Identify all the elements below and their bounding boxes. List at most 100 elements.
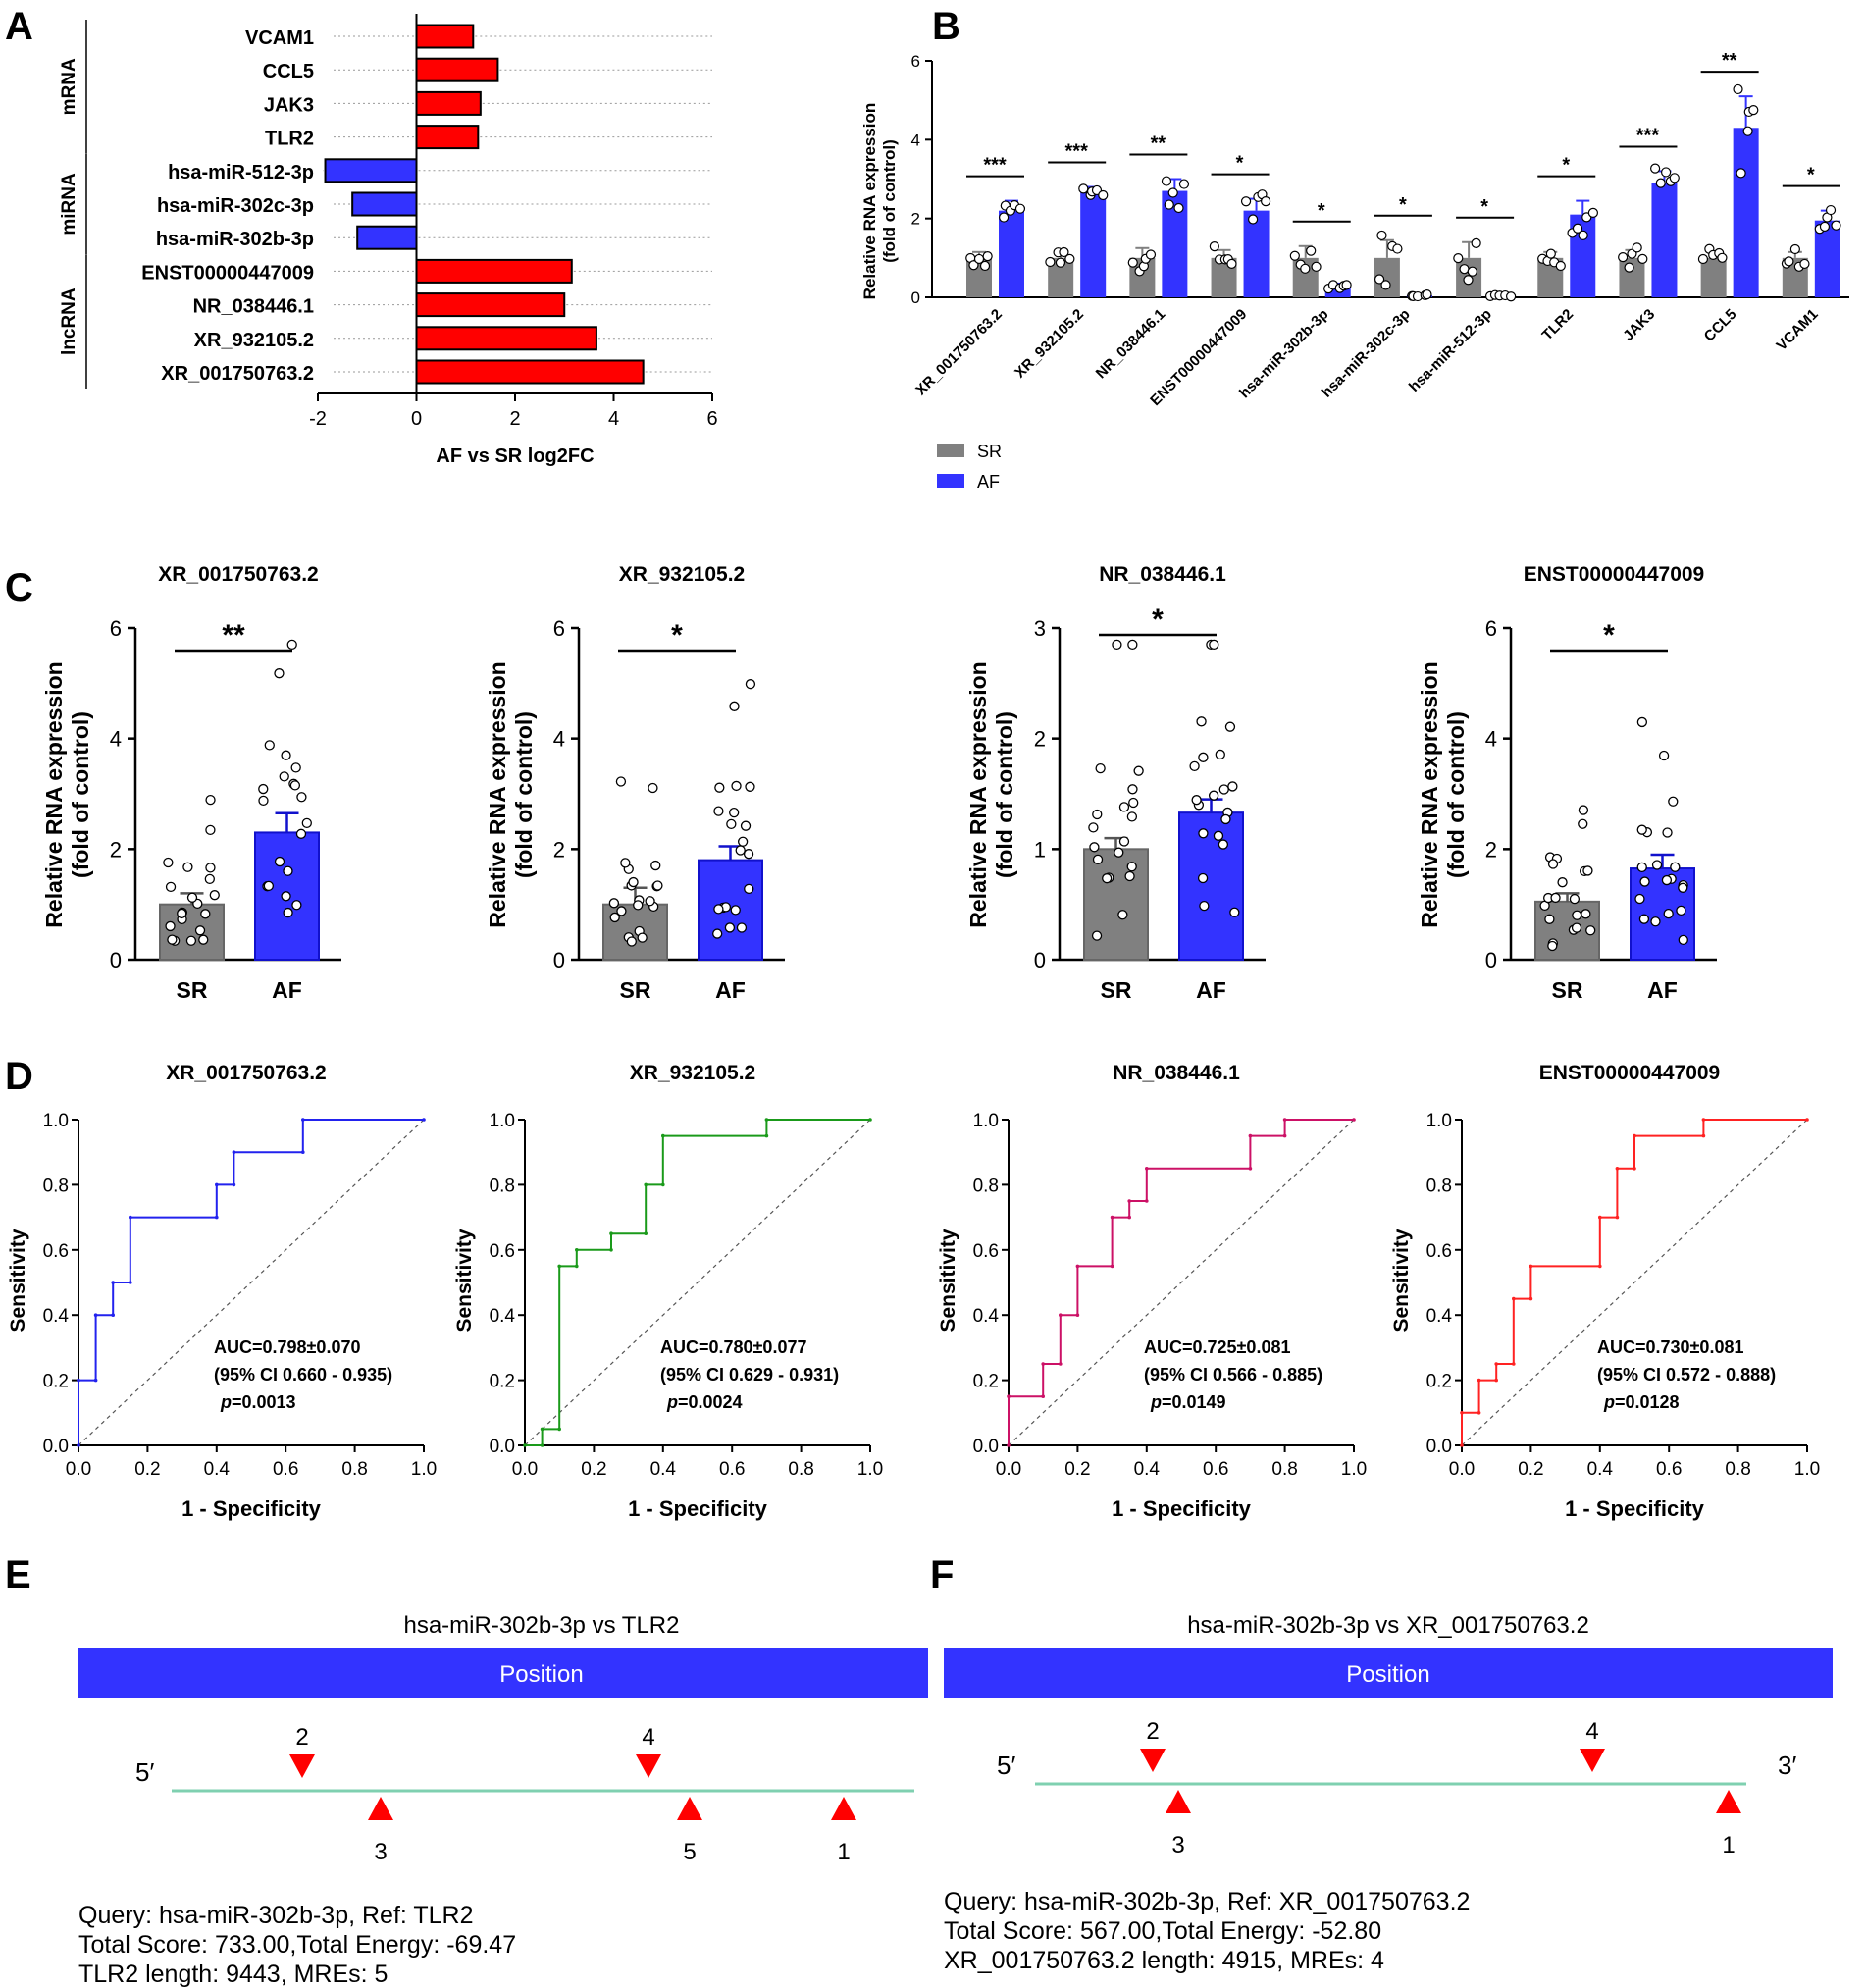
c3-data-point — [1196, 716, 1207, 727]
d2-x-tick-label: 0.4 — [650, 1459, 677, 1480]
c2-y-tick-label: 4 — [553, 727, 565, 752]
b-legend-swatch-sr — [937, 444, 964, 457]
d1-roc-point — [215, 1215, 219, 1220]
panel-e-site-marker-4 — [636, 1754, 661, 1778]
c3-data-point — [1209, 639, 1219, 651]
c2-data-point — [745, 781, 755, 792]
b-category-label: XR_001750763.2 — [912, 306, 1006, 399]
d3-roc-point — [1145, 1199, 1149, 1203]
b-legend-swatch-af — [937, 474, 964, 488]
c2-data-point — [712, 928, 723, 939]
c1-y-axis-title-1: Relative RNA expression — [41, 661, 67, 927]
d4-roc-point — [1477, 1378, 1481, 1383]
d1-roc-point — [301, 1118, 305, 1122]
a-bar-label: hsa-miR-512-3p — [168, 162, 314, 183]
c1-data-point — [274, 668, 285, 679]
panel-e-binding-sites: hsa-miR-302b-3p vs TLR2 Position 5′ 2 4 … — [78, 1612, 928, 1988]
c3-data-point — [1229, 907, 1240, 917]
a-bar-label: JAK3 — [264, 94, 314, 116]
d1-x-tick-label: 1.0 — [411, 1459, 437, 1480]
d3-roc-point — [1007, 1443, 1011, 1447]
d2-p-value-label: p=0.0024 — [666, 1392, 743, 1412]
c1-data-point — [177, 908, 187, 919]
c3-data-point — [1124, 870, 1135, 882]
panel-e-site-marker-3 — [368, 1797, 393, 1820]
c3-data-point — [1213, 830, 1224, 841]
c1-y-tick-label: 2 — [110, 837, 122, 862]
c2-data-point — [650, 860, 661, 871]
b-data-point — [1624, 262, 1634, 273]
c1-data-point — [283, 907, 293, 918]
d2-roc-point — [609, 1248, 613, 1252]
panel-e-site-label-2: 2 — [295, 1724, 308, 1751]
d1-roc-point — [93, 1378, 98, 1383]
d3-roc-point — [1075, 1264, 1080, 1269]
c3-data-point — [1092, 809, 1103, 820]
d2-roc-point — [575, 1264, 579, 1269]
panel-f-binding-sites: hsa-miR-302b-3p vs XR_001750763.2 Positi… — [944, 1612, 1833, 1974]
d2-roc-point — [540, 1443, 544, 1447]
d2-x-tick-label: 0.8 — [788, 1459, 813, 1480]
c1-category-label-sr: SR — [177, 977, 208, 1003]
c2-data-point — [714, 782, 725, 793]
b-data-point — [1380, 280, 1391, 290]
d4-x-tick-label: 0.8 — [1725, 1459, 1750, 1480]
c3-data-point — [1197, 872, 1209, 884]
b-data-point — [1578, 230, 1588, 240]
b-significance-label: * — [1562, 155, 1570, 177]
c3-data-point — [1189, 760, 1200, 772]
b-data-point — [1637, 253, 1648, 265]
c4-data-point — [1544, 914, 1555, 924]
a-x-tick-label: 0 — [411, 408, 422, 430]
panel-f-position-label: Position — [1346, 1661, 1429, 1688]
panel-e-position-label: Position — [499, 1661, 583, 1688]
c4-data-point — [1661, 874, 1673, 886]
c3-data-point — [1126, 811, 1138, 822]
d1-roc-point — [93, 1313, 98, 1317]
c1-data-point — [296, 792, 307, 803]
d3-y-tick-label: 0.2 — [973, 1372, 999, 1392]
d2-roc-point — [557, 1264, 561, 1269]
b-data-point — [1632, 242, 1642, 253]
b-data-point — [1167, 187, 1178, 198]
d2-x-axis-title: 1 - Specificity — [628, 1496, 768, 1521]
c4-data-point — [1670, 862, 1681, 872]
d4-roc-point — [1460, 1443, 1464, 1447]
c1-data-point — [165, 920, 176, 932]
a-x-tick-label: -2 — [309, 408, 327, 430]
c2-significance-label: * — [671, 619, 683, 652]
c4-y-tick-label: 2 — [1485, 837, 1497, 862]
d3-y-axis-title: Sensitivity — [937, 1229, 959, 1332]
c3-data-point — [1133, 765, 1144, 776]
d2-x-tick-label: 0.0 — [512, 1459, 538, 1480]
c3-data-point — [1088, 822, 1099, 833]
c2-data-point — [652, 880, 663, 891]
c4-data-point — [1578, 818, 1588, 829]
panel-f-site-marker-1 — [1716, 1790, 1741, 1813]
c1-data-point — [205, 824, 216, 836]
c4-data-point — [1547, 859, 1559, 869]
c3-category-label-af: AF — [1196, 977, 1226, 1003]
d1-y-tick-label: 0.4 — [43, 1306, 70, 1327]
d4-ci-label: (95% CI 0.572 - 0.888) — [1597, 1365, 1776, 1385]
c2-data-point — [626, 936, 637, 947]
c2-data-point — [743, 849, 754, 860]
c3-data-point — [1198, 752, 1209, 762]
a-bar-xr_932105.2 — [415, 326, 597, 351]
c2-data-point — [637, 932, 648, 943]
a-bar-label: XR_001750763.2 — [161, 363, 314, 385]
c3-data-point — [1198, 828, 1209, 839]
b-data-point — [1289, 250, 1300, 261]
c1-data-point — [281, 891, 291, 902]
d3-x-axis-title: 1 - Specificity — [1112, 1496, 1252, 1521]
b-data-point — [1306, 245, 1317, 256]
b-data-point — [1374, 274, 1385, 285]
c3-y-tick-label: 3 — [1034, 616, 1046, 641]
c2-data-point — [737, 836, 749, 847]
d4-y-tick-label: 0.4 — [1426, 1306, 1453, 1327]
c1-data-point — [186, 892, 198, 903]
d4-roc-point — [1529, 1264, 1533, 1269]
c1-data-point — [163, 857, 174, 868]
c3-title: NR_038446.1 — [1099, 563, 1226, 586]
panel-e-site-label-5: 5 — [683, 1839, 696, 1865]
